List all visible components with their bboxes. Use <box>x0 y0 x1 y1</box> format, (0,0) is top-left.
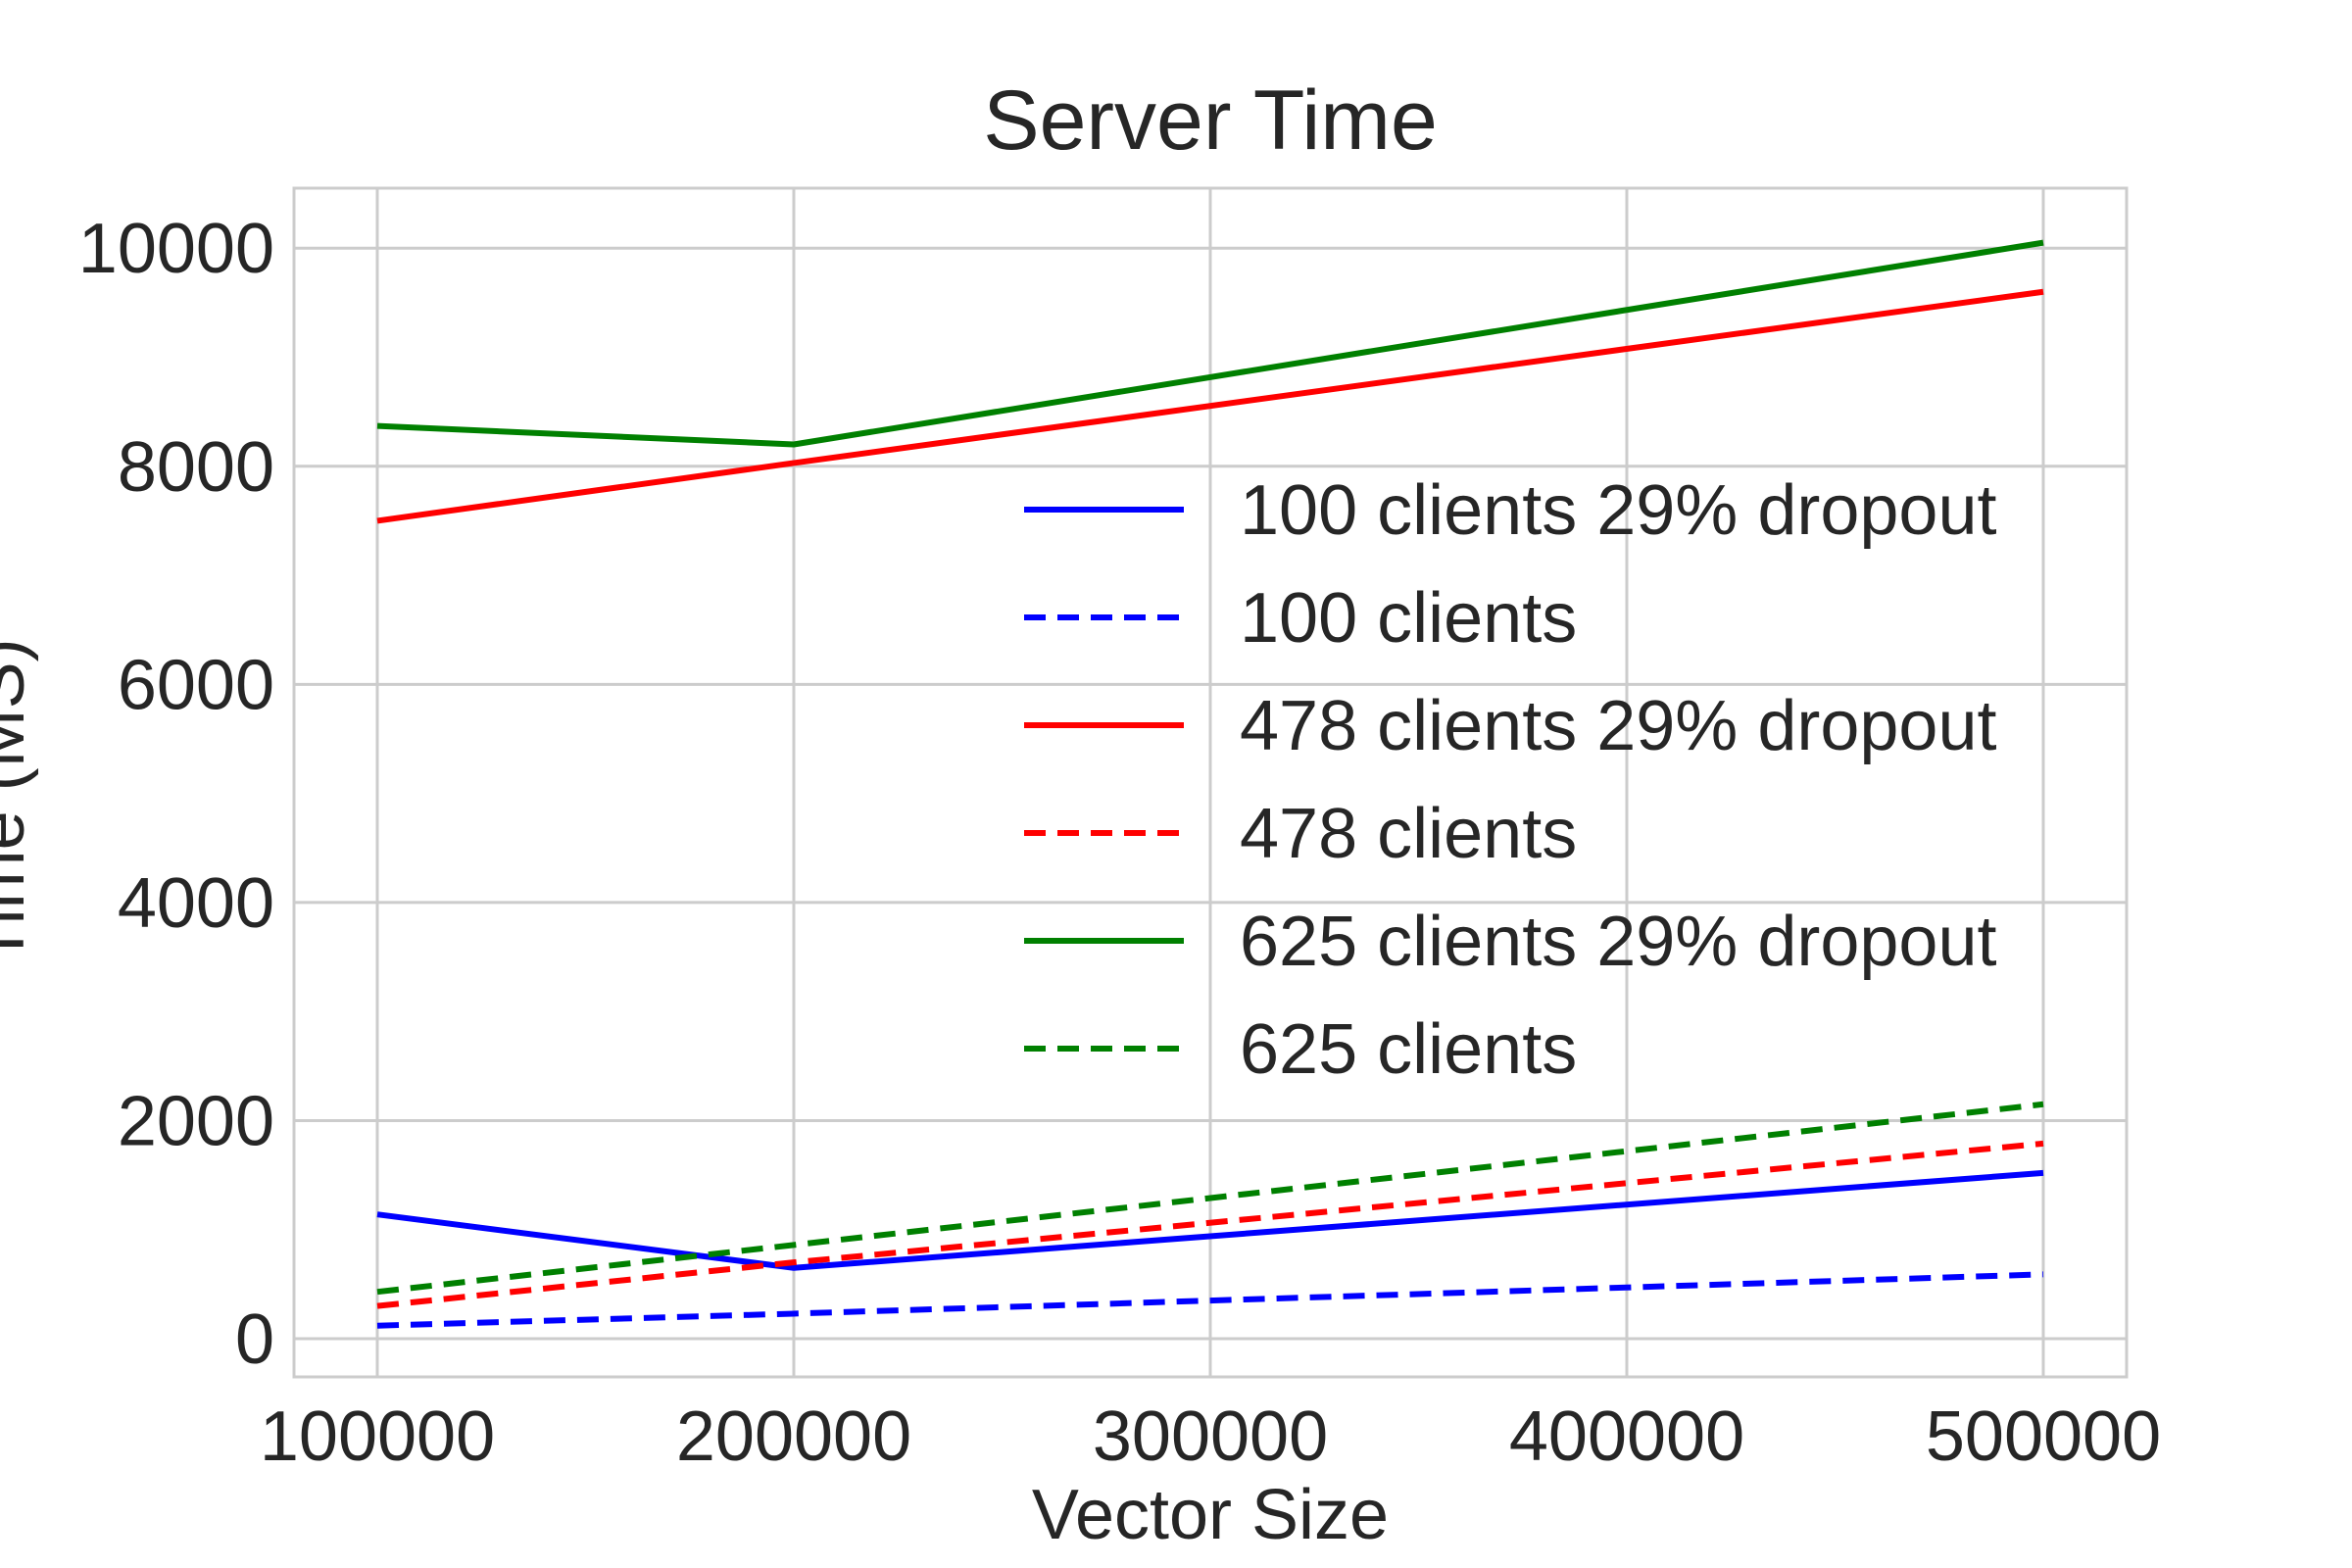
legend-item: 100 clients 29% dropout <box>1024 471 1997 550</box>
chart-title: Server Time <box>983 74 1438 168</box>
series-line-6 <box>376 1101 2044 1296</box>
legend-item: 100 clients <box>1024 579 1577 658</box>
legend-label: 625 clients <box>1240 1010 1577 1089</box>
x-tick-label: 300000 <box>1093 1397 1328 1476</box>
y-axis-label: Time (MS) <box>0 638 39 964</box>
x-tick-label: 400000 <box>1509 1397 1744 1476</box>
legend-item: 478 clients 29% dropout <box>1024 687 1997 765</box>
series-line-3 <box>376 288 2044 524</box>
legend-item: 478 clients <box>1024 795 1577 873</box>
x-tick-label: 500000 <box>1926 1397 2161 1476</box>
series-lines <box>376 239 2044 1329</box>
y-tick-label: 4000 <box>118 864 274 943</box>
tick-labels: 100000 200000 300000 400000 500000 0 2000 4000 6… <box>78 210 2161 1476</box>
legend-label: 100 clients 29% dropout <box>1240 471 1997 550</box>
plot-frame <box>292 186 2129 1379</box>
legend-label: 478 clients 29% dropout <box>1240 687 1997 765</box>
x-axis-label: Vector Size <box>1032 1476 1389 1554</box>
series-line-4 <box>376 1140 2044 1309</box>
y-tick-label: 8000 <box>118 428 274 507</box>
series-line-5 <box>376 239 2044 448</box>
grid <box>294 188 2127 1377</box>
series-line-2 <box>376 1271 2044 1329</box>
x-tick-label: 100000 <box>260 1397 495 1476</box>
legend-label: 100 clients <box>1240 579 1577 658</box>
y-tick-label: 2000 <box>118 1082 274 1160</box>
legend-label: 478 clients <box>1240 795 1577 873</box>
y-tick-label: 6000 <box>118 646 274 724</box>
legend-item: 625 clients <box>1024 1010 1577 1089</box>
legend: 100 clients 29% dropout 100 clients 478 cl… <box>1024 471 1997 1089</box>
legend-item: 625 clients 29% dropout <box>1024 903 1997 981</box>
x-tick-label: 200000 <box>676 1397 911 1476</box>
legend-label: 625 clients 29% dropout <box>1240 903 1997 981</box>
y-tick-label: 0 <box>235 1300 274 1379</box>
series-line-1 <box>376 1169 2044 1271</box>
y-tick-label: 10000 <box>78 210 274 288</box>
